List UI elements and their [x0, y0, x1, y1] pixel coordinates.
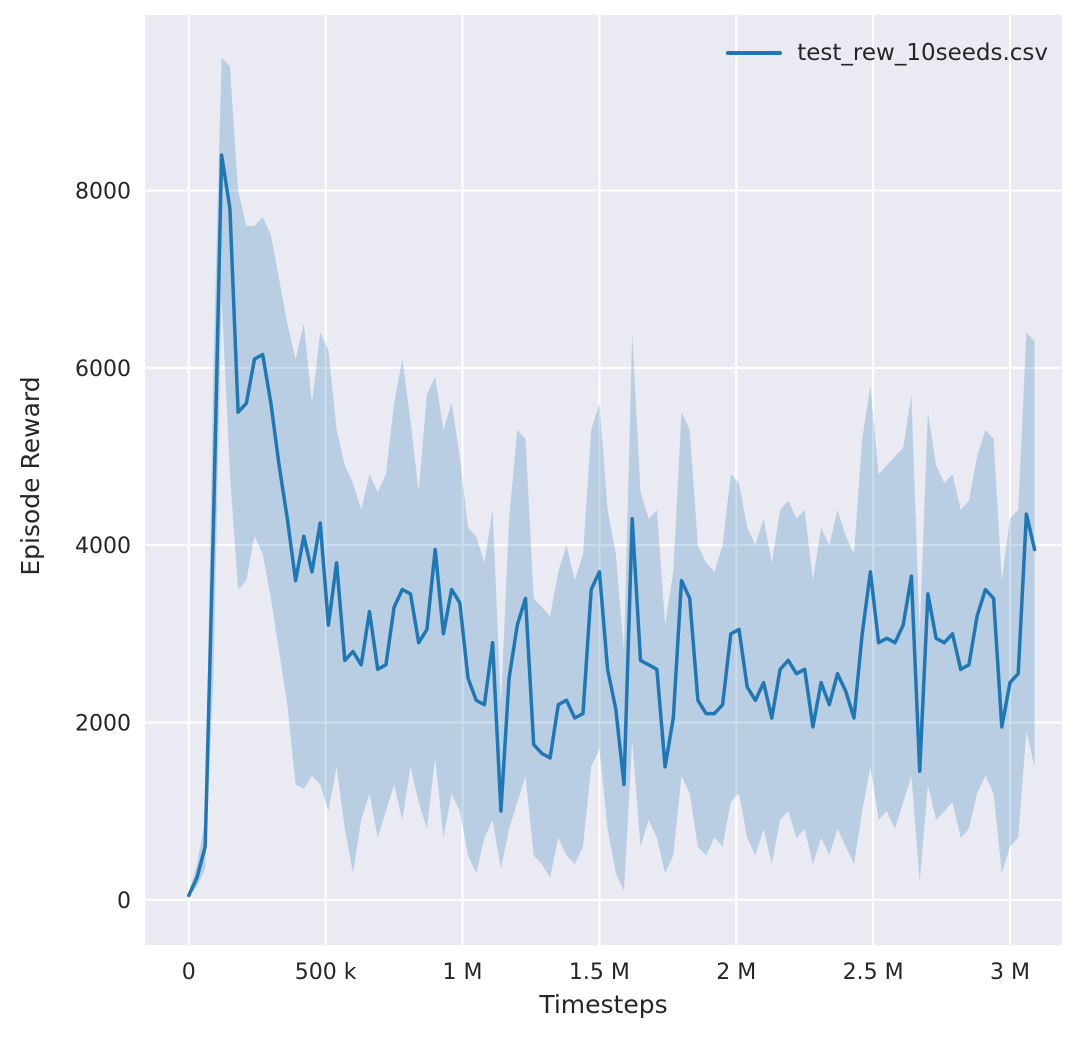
y-axis-label: Episode Reward [16, 376, 45, 576]
legend-label: test_rew_10seeds.csv [797, 40, 1048, 66]
legend-line-swatch [726, 50, 783, 56]
y-tick-label: 0 [117, 889, 131, 914]
x-axis-label: Timesteps [539, 990, 668, 1019]
x-tick-label: 2.5 M [843, 960, 904, 985]
legend: test_rew_10seeds.csv [726, 40, 1048, 66]
x-tick-label: 1.5 M [569, 960, 630, 985]
y-tick-label: 2000 [75, 711, 131, 736]
y-tick-label: 4000 [75, 534, 131, 559]
y-tick-label: 8000 [75, 180, 131, 205]
mean-line [187, 153, 1037, 898]
x-tick-label: 2 M [716, 960, 756, 985]
x-tick-label: 500 k [295, 960, 357, 985]
plot-area [145, 15, 1062, 945]
x-tick-label: 3 M [990, 960, 1030, 985]
y-tick-label: 6000 [75, 357, 131, 382]
x-tick-label: 0 [182, 960, 196, 985]
x-tick-label: 1 M [443, 960, 483, 985]
